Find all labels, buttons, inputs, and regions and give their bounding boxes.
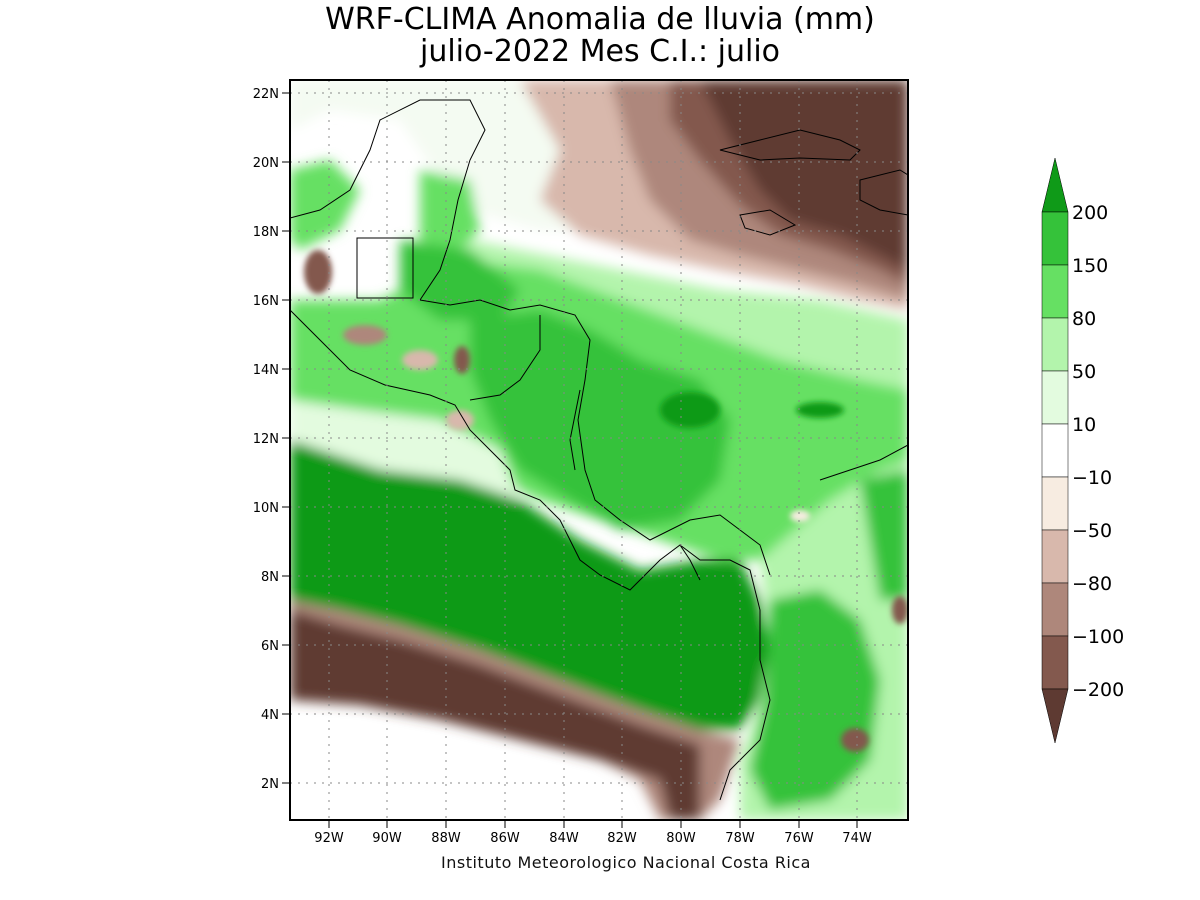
legend-swatch bbox=[1041, 635, 1069, 690]
legend-level-label: 150 bbox=[1072, 255, 1108, 277]
anomaly-brown-light-patch-panama bbox=[790, 510, 810, 522]
legend-level-label: −80 bbox=[1072, 573, 1112, 595]
legend-labels: 200 150 80 50 10 −10 −50 −80 −100 −200 bbox=[1072, 202, 1124, 701]
legend-swatch bbox=[1041, 211, 1069, 266]
credit-text: Instituto Meteorologico Nacional Costa R… bbox=[441, 853, 811, 872]
plot-frame bbox=[289, 79, 909, 821]
lon-tick-label: 84W bbox=[549, 831, 579, 846]
legend-level-label: −10 bbox=[1072, 467, 1112, 489]
lat-tick-label: 18N bbox=[253, 225, 279, 240]
anomaly-brown-patch-colombia bbox=[841, 728, 869, 752]
anomaly-green-strong-nicaragua bbox=[470, 310, 730, 530]
legend-level-label: 10 bbox=[1072, 414, 1096, 436]
pacific-coastline bbox=[290, 309, 771, 801]
anomaly-near-zero-pacific-coast bbox=[290, 400, 520, 500]
legend-level-label: −50 bbox=[1072, 520, 1112, 542]
anomaly-brown-patch-guatemala-west bbox=[304, 250, 332, 294]
anomaly-green-yucatan-west bbox=[290, 160, 360, 250]
lat-tick-labels: 2N 4N 6N 8N 10N 12N 14N 16N 18N 20N 22N bbox=[253, 87, 279, 792]
border-panama-colombia bbox=[679, 544, 701, 581]
anomaly-green-yucatan-east bbox=[420, 170, 480, 260]
legend-arrow-top bbox=[1041, 157, 1069, 213]
colombia-caribbean-coast bbox=[819, 444, 908, 481]
anomaly-green-darkest-pacific bbox=[290, 440, 770, 730]
legend-swatch bbox=[1041, 476, 1069, 531]
lon-tick-label: 76W bbox=[784, 831, 814, 846]
map-subtitle: julio-2022 Mes C.I.: julio bbox=[419, 34, 781, 69]
legend-swatch bbox=[1041, 529, 1069, 584]
lon-tick-label: 78W bbox=[725, 831, 755, 846]
lat-tick-label: 8N bbox=[261, 570, 279, 585]
border-guatemala-peten bbox=[356, 237, 414, 299]
graticule bbox=[290, 80, 908, 820]
map-title: WRF-CLIMA Anomalia de lluvia (mm) bbox=[325, 2, 875, 37]
anomaly-brown-darkest-caribbean bbox=[700, 80, 908, 270]
legend-swatch bbox=[1041, 423, 1069, 478]
legend-swatch bbox=[1041, 317, 1069, 372]
caribbean-coastline bbox=[290, 99, 771, 576]
lat-tick-label: 6N bbox=[261, 639, 279, 654]
anomaly-green-strong-colombia bbox=[750, 590, 880, 810]
anomaly-brown-patch-honduras-east bbox=[454, 346, 470, 374]
anomaly-brown-darkest-pacific bbox=[290, 610, 700, 820]
jamaica-outline bbox=[739, 209, 797, 236]
lon-tick-label: 74W bbox=[842, 831, 872, 846]
anomaly-brown-patch-guatemala bbox=[343, 325, 387, 345]
legend-level-label: 50 bbox=[1072, 361, 1096, 383]
lat-tick-label: 4N bbox=[261, 708, 279, 723]
lat-tick-label: 10N bbox=[253, 501, 279, 516]
tick-marks bbox=[282, 92, 858, 828]
border-honduras-nicaragua bbox=[469, 315, 541, 401]
color-legend bbox=[1041, 157, 1069, 744]
lat-tick-label: 12N bbox=[253, 432, 279, 447]
lon-tick-label: 90W bbox=[372, 831, 402, 846]
lon-tick-labels: 92W 90W 88W 86W 84W 82W 80W 78W 76W 74W bbox=[314, 831, 872, 846]
legend-level-label: 80 bbox=[1072, 308, 1096, 330]
anomaly-green-dark-patch-caribbean bbox=[796, 402, 844, 418]
anomaly-brown-patch-east-edge bbox=[892, 596, 908, 624]
lon-tick-label: 88W bbox=[431, 831, 461, 846]
lat-tick-label: 2N bbox=[261, 777, 279, 792]
lon-tick-label: 92W bbox=[314, 831, 344, 846]
legend-arrow-bottom bbox=[1041, 688, 1069, 744]
legend-swatch bbox=[1041, 370, 1069, 425]
legend-swatch bbox=[1041, 582, 1069, 637]
legend-level-label: −200 bbox=[1072, 679, 1124, 701]
lat-tick-label: 14N bbox=[253, 363, 279, 378]
lat-tick-label: 16N bbox=[253, 294, 279, 309]
border-nicaragua-costa-rica bbox=[569, 389, 581, 471]
legend-level-label: −100 bbox=[1072, 626, 1124, 648]
lat-tick-label: 22N bbox=[253, 87, 279, 102]
lon-tick-label: 86W bbox=[490, 831, 520, 846]
lon-tick-label: 80W bbox=[666, 831, 696, 846]
anomaly-green-dark-patch-nicaragua-coast bbox=[660, 392, 720, 428]
anomaly-green-strong-venezuela bbox=[860, 470, 908, 600]
cuba-outline bbox=[719, 129, 861, 161]
legend-swatch bbox=[1041, 264, 1069, 319]
coastlines bbox=[290, 99, 908, 801]
lon-tick-label: 82W bbox=[607, 831, 637, 846]
anomaly-brown-patch-honduras bbox=[402, 350, 438, 370]
lat-tick-label: 20N bbox=[253, 156, 279, 171]
anomaly-field bbox=[290, 80, 908, 820]
legend-level-label: 200 bbox=[1072, 202, 1108, 224]
hispaniola-outline bbox=[859, 169, 908, 216]
